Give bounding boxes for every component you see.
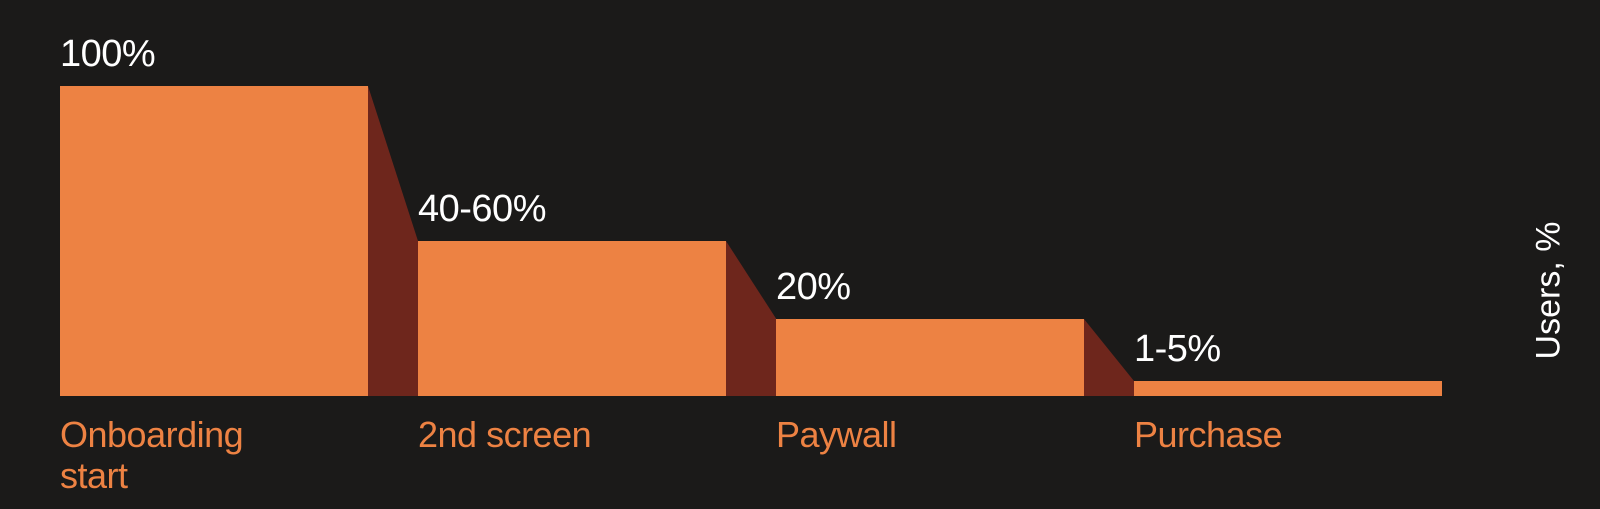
- funnel-category-label: Purchase: [1134, 414, 1442, 455]
- funnel-bar-segment: [418, 241, 726, 396]
- funnel-bar-segment: [776, 319, 1084, 397]
- funnel-value-label: 40-60%: [418, 188, 546, 231]
- funnel-category-label: Onboardingstart: [60, 414, 368, 497]
- funnel-value-label: 1-5%: [1134, 328, 1221, 371]
- funnel-value-label: 20%: [776, 266, 851, 309]
- funnel-value-label: 100%: [60, 33, 155, 76]
- funnel-connector: [368, 86, 418, 396]
- funnel-stage: 40-60%: [418, 86, 726, 396]
- funnel-connector: [726, 241, 776, 396]
- funnel-stage: 100%: [60, 86, 368, 396]
- funnel-category-label: 2nd screen: [418, 414, 726, 455]
- funnel-connector: [1084, 319, 1134, 397]
- funnel-stage: 1-5%: [1134, 86, 1442, 396]
- funnel-chart: 100% Onboardingstart 40-60% 2nd screen 20% Pa…: [0, 0, 1600, 509]
- funnel-stage: 20%: [776, 86, 1084, 396]
- funnel-bar-segment: [60, 86, 368, 396]
- axis-label-y: Users, %: [1529, 221, 1568, 359]
- funnel-category-label: Paywall: [776, 414, 1084, 455]
- funnel-bar-segment: [1134, 381, 1442, 397]
